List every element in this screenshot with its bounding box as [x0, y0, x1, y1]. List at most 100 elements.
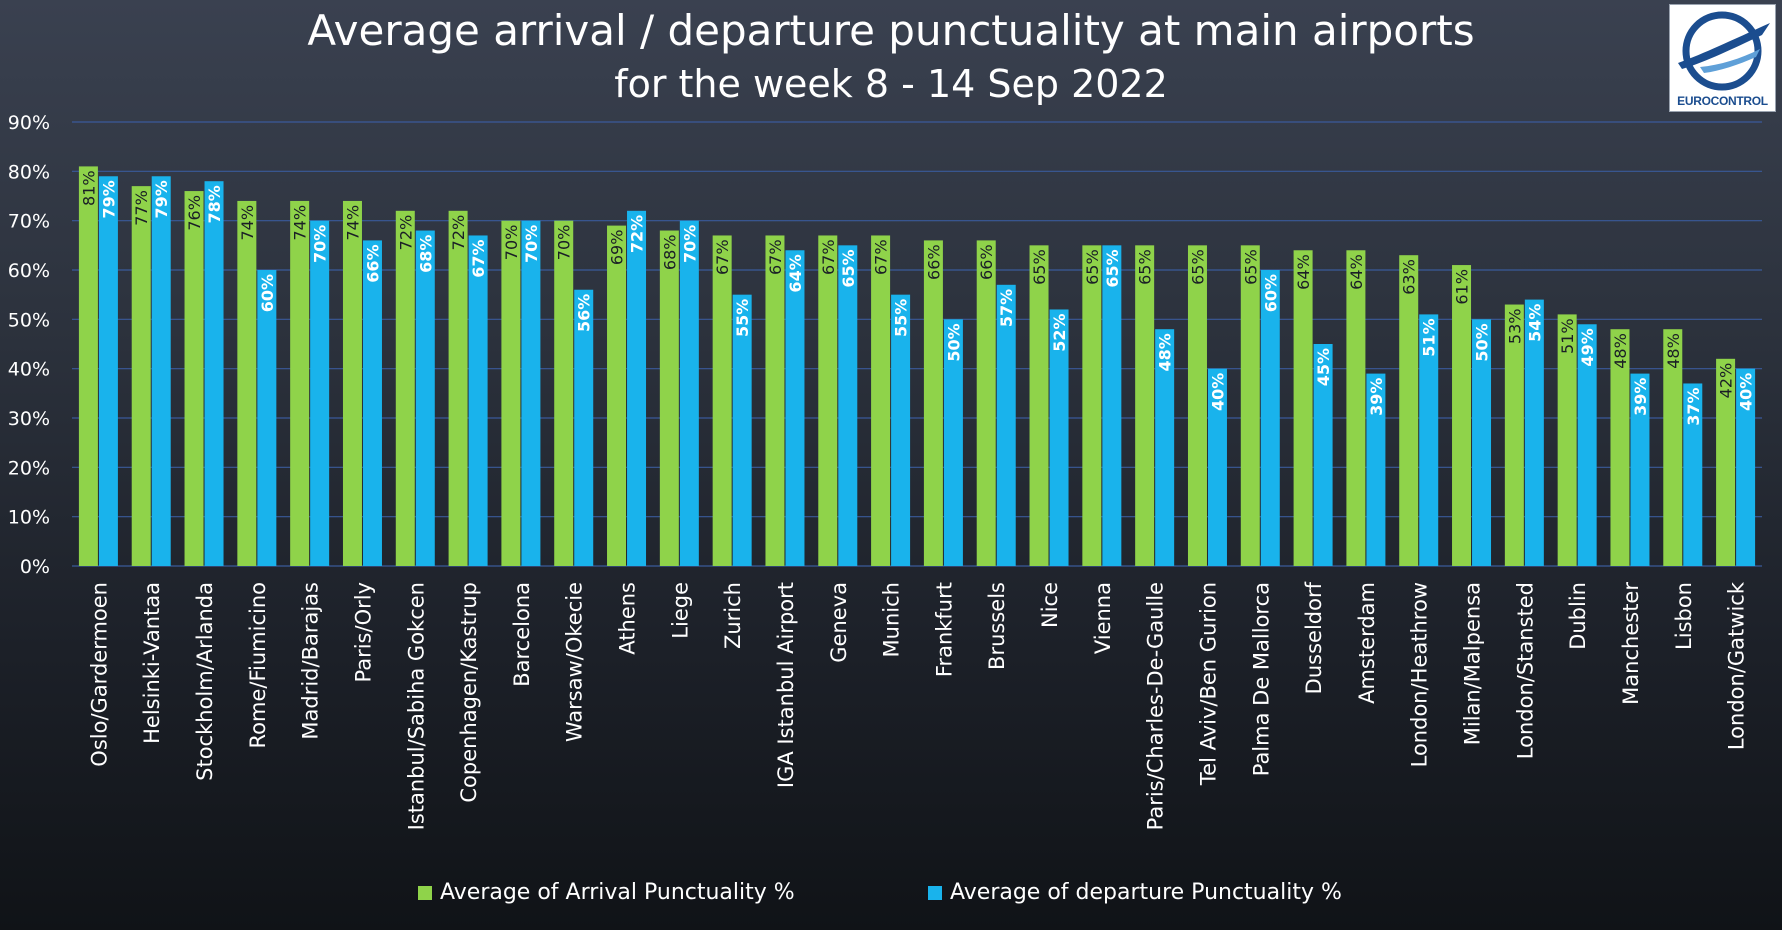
bar-departure [1102, 245, 1122, 567]
data-label-arrival: 77% [132, 190, 151, 226]
bar-departure [785, 250, 805, 566]
bar-departure [1260, 270, 1280, 566]
bar-departure [1577, 324, 1597, 566]
x-tick-label: Liege [668, 582, 692, 639]
bar-arrival [1240, 245, 1260, 567]
x-tick-label: Dusseldorf [1302, 581, 1326, 694]
x-tick-label: Madrid/Barajas [299, 582, 323, 740]
data-label-departure: 39% [1631, 378, 1650, 416]
data-label-departure: 79% [99, 180, 118, 218]
data-label-arrival: 67% [766, 239, 785, 275]
x-tick-label: Brussels [985, 582, 1009, 670]
x-tick-label: Amsterdam [1355, 582, 1379, 704]
bar-departure [204, 181, 224, 566]
bar-arrival [1187, 245, 1207, 567]
data-label-departure: 55% [892, 299, 911, 337]
y-tick-label: 0% [20, 556, 50, 578]
data-label-departure: 51% [1420, 318, 1439, 356]
data-label-arrival: 65% [1188, 249, 1207, 285]
data-label-departure: 60% [1261, 274, 1280, 312]
x-tick-label: Stockholm/Arlanda [193, 582, 217, 781]
y-tick-label: 50% [8, 309, 50, 331]
bar-departure [1524, 299, 1544, 566]
bar-departure [468, 235, 488, 566]
data-label-departure: 65% [839, 249, 858, 287]
y-tick-label: 90% [8, 112, 50, 134]
data-label-departure: 54% [1525, 304, 1544, 342]
data-label-arrival: 69% [608, 230, 627, 266]
bar-arrival [1557, 314, 1577, 566]
data-labels: 81% 79% 77% 79% 76% 78% 74%60%74%70%74%66%72%6… [79, 170, 1755, 425]
data-label-arrival: 63% [1400, 259, 1419, 295]
bar-departure [1049, 309, 1069, 566]
x-tick-label: Vienna [1091, 582, 1115, 654]
data-label-departure: 56% [575, 294, 594, 332]
bar-arrival [659, 230, 679, 567]
y-tick-label: 20% [8, 457, 50, 479]
data-label-arrival: 72% [449, 215, 468, 251]
data-label-arrival: 42% [1717, 363, 1736, 399]
legend-label-departure: Average of departure Punctuality % [950, 880, 1342, 905]
data-label-arrival: 68% [660, 235, 679, 271]
bar-arrival [871, 235, 891, 566]
bar-arrival [923, 240, 943, 566]
data-label-departure: 48% [1156, 333, 1175, 371]
data-label-departure: 79% [152, 180, 171, 218]
x-tick-label: Helsinki-Vantaa [140, 582, 164, 744]
bar-arrival [1082, 245, 1102, 567]
bar-departure [362, 240, 382, 566]
bar-departure [257, 270, 277, 566]
bar-departure [98, 176, 118, 566]
data-label-departure: 57% [997, 289, 1016, 327]
data-label-arrival: 65% [1241, 249, 1260, 285]
bar-arrival [78, 166, 98, 566]
data-label-arrival: 70% [502, 225, 521, 261]
x-tick-label: Lisbon [1672, 582, 1696, 650]
x-tick-label: Rome/Fiumicino [246, 582, 270, 748]
bar-arrival [1504, 304, 1524, 566]
x-tick-label: London/Gatwick [1725, 581, 1749, 750]
x-tick-label: Palma De Mallorca [1249, 582, 1273, 776]
bar-arrival [131, 186, 151, 566]
bar-arrival [290, 200, 310, 566]
bar-arrival [501, 220, 521, 566]
legend: Average of Arrival Punctuality % Average… [0, 880, 1782, 910]
bar-departure [1683, 383, 1703, 566]
data-label-arrival: 74% [343, 205, 362, 241]
x-tick-label: Tel Aviv/Ben Gurion [1196, 582, 1220, 786]
data-label-departure: 45% [1314, 348, 1333, 386]
bar-departure [1366, 373, 1386, 566]
bar-departure [891, 294, 911, 566]
data-label-departure: 40% [1208, 373, 1227, 411]
data-label-departure: 40% [1737, 373, 1756, 411]
y-axis-ticks: 0% 10% 20% 30% 40% 50% 60% 70% 80% 90% [8, 112, 50, 578]
data-label-departure: 55% [733, 299, 752, 337]
x-tick-label: Barcelona [510, 582, 534, 687]
data-label-arrival: 67% [872, 239, 891, 275]
data-label-arrival: 48% [1664, 333, 1683, 369]
data-label-arrival: 76% [185, 195, 204, 231]
data-label-arrival: 53% [1505, 309, 1524, 345]
bar-arrival [712, 235, 732, 566]
data-label-arrival: 70% [555, 225, 574, 261]
data-label-departure: 49% [1578, 328, 1597, 366]
eurocontrol-logo: EUROCONTROL [1669, 4, 1776, 112]
data-label-arrival: 67% [713, 239, 732, 275]
data-label-arrival: 64% [1347, 254, 1366, 290]
legend-swatch-arrival [418, 885, 432, 900]
data-label-arrival: 61% [1453, 269, 1472, 305]
bar-departure [1736, 368, 1756, 566]
logo-text: EUROCONTROL [1677, 94, 1768, 108]
bar-arrival [607, 225, 627, 566]
bar-departure [151, 176, 171, 566]
data-label-arrival: 51% [1558, 318, 1577, 354]
data-label-arrival: 74% [238, 205, 257, 241]
bar-arrival [184, 191, 204, 567]
bar-departure [521, 220, 541, 566]
bar-arrival [1293, 250, 1313, 566]
bar-departure [1207, 368, 1227, 566]
legend-swatch-departure [928, 885, 942, 900]
x-tick-label: Zurich [721, 582, 745, 649]
bar-departure [1313, 344, 1333, 566]
bars [78, 166, 1756, 567]
